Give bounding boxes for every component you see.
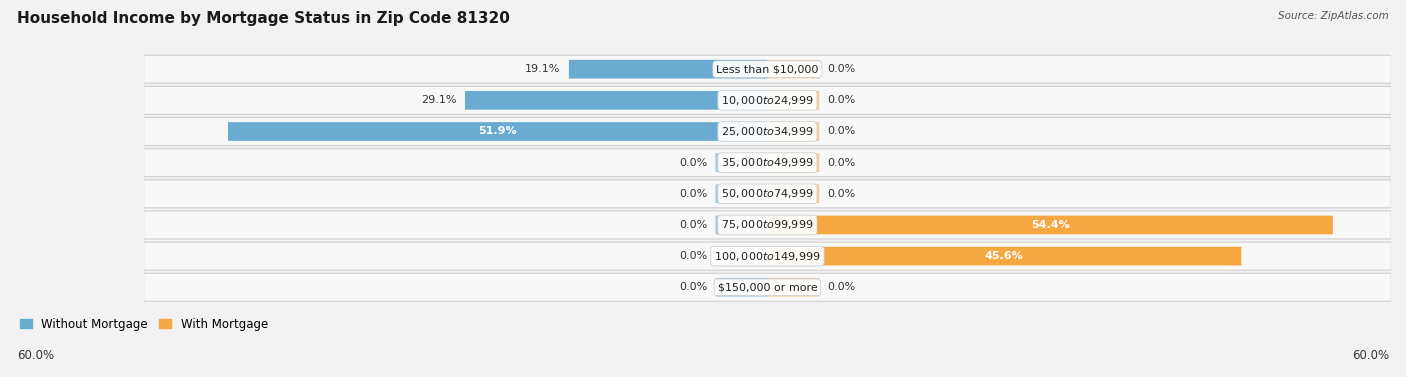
FancyBboxPatch shape [768,91,820,110]
FancyBboxPatch shape [143,273,1391,301]
FancyBboxPatch shape [143,180,1391,208]
Text: 54.4%: 54.4% [1031,220,1070,230]
Text: 0.0%: 0.0% [828,127,856,136]
FancyBboxPatch shape [768,184,820,203]
Text: 0.0%: 0.0% [828,189,856,199]
FancyBboxPatch shape [143,242,1391,270]
FancyBboxPatch shape [768,278,820,297]
Text: 0.0%: 0.0% [679,189,707,199]
Text: 0.0%: 0.0% [679,220,707,230]
Text: $150,000 or more: $150,000 or more [717,282,817,292]
Text: 0.0%: 0.0% [828,282,856,292]
FancyBboxPatch shape [768,60,820,78]
Text: $10,000 to $24,999: $10,000 to $24,999 [721,94,814,107]
FancyBboxPatch shape [143,211,1391,239]
FancyBboxPatch shape [768,153,820,172]
FancyBboxPatch shape [716,247,768,265]
Text: 0.0%: 0.0% [679,282,707,292]
Text: $75,000 to $99,999: $75,000 to $99,999 [721,219,814,231]
FancyBboxPatch shape [716,278,768,297]
Text: 0.0%: 0.0% [828,158,856,168]
Text: $35,000 to $49,999: $35,000 to $49,999 [721,156,814,169]
FancyBboxPatch shape [143,55,1391,83]
Text: Less than $10,000: Less than $10,000 [716,64,818,74]
FancyBboxPatch shape [143,118,1391,146]
Text: 60.0%: 60.0% [1353,349,1389,362]
Text: 0.0%: 0.0% [828,64,856,74]
Text: $100,000 to $149,999: $100,000 to $149,999 [714,250,821,263]
FancyBboxPatch shape [768,216,1333,234]
Legend: Without Mortgage, With Mortgage: Without Mortgage, With Mortgage [15,313,273,335]
Text: 0.0%: 0.0% [679,251,707,261]
FancyBboxPatch shape [228,122,768,141]
Text: $25,000 to $34,999: $25,000 to $34,999 [721,125,814,138]
FancyBboxPatch shape [716,216,768,234]
Text: 29.1%: 29.1% [422,95,457,105]
FancyBboxPatch shape [716,153,768,172]
FancyBboxPatch shape [768,122,820,141]
FancyBboxPatch shape [143,86,1391,114]
FancyBboxPatch shape [465,91,768,110]
Text: Source: ZipAtlas.com: Source: ZipAtlas.com [1278,11,1389,21]
Text: 45.6%: 45.6% [986,251,1024,261]
Text: 0.0%: 0.0% [679,158,707,168]
FancyBboxPatch shape [143,149,1391,177]
FancyBboxPatch shape [716,184,768,203]
Text: $50,000 to $74,999: $50,000 to $74,999 [721,187,814,200]
Text: 60.0%: 60.0% [17,349,53,362]
Text: 51.9%: 51.9% [478,127,517,136]
Text: 0.0%: 0.0% [828,95,856,105]
FancyBboxPatch shape [569,60,768,78]
Text: 19.1%: 19.1% [526,64,561,74]
FancyBboxPatch shape [768,247,1241,265]
Text: Household Income by Mortgage Status in Zip Code 81320: Household Income by Mortgage Status in Z… [17,11,510,26]
